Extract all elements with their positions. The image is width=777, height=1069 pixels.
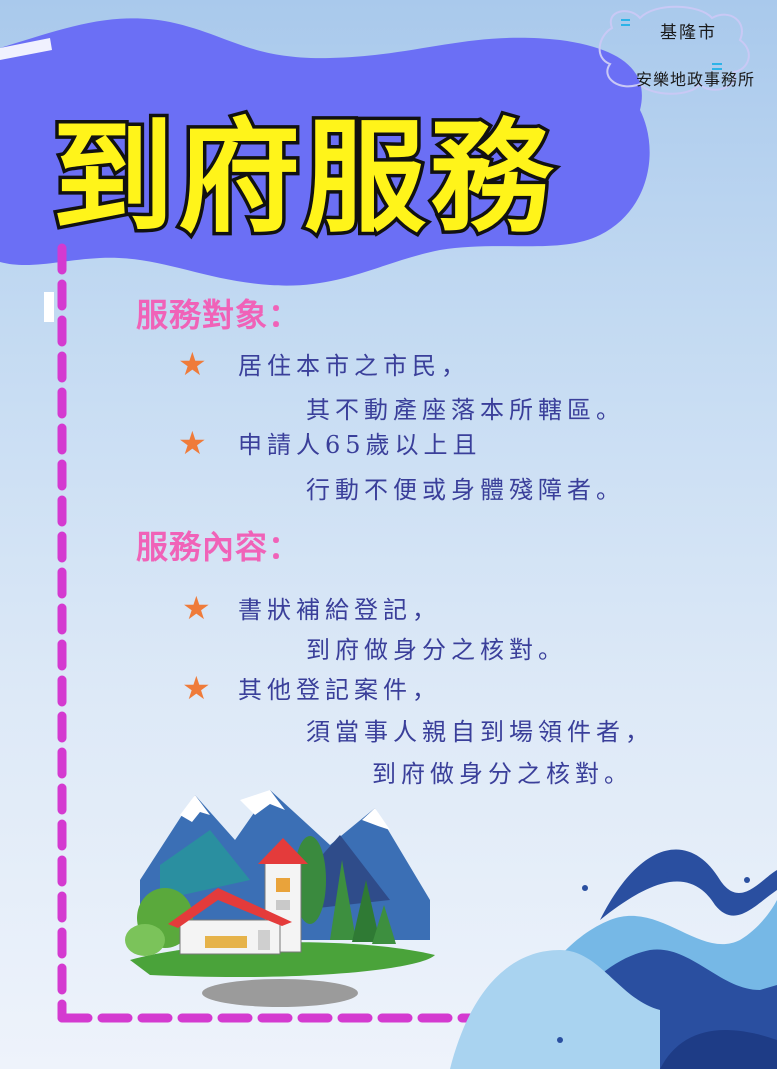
page-title-container: 到府服務: [49, 100, 672, 260]
org-name: 安樂地政事務所: [635, 70, 755, 89]
mountain-house-illustration: [125, 790, 435, 1007]
org-city: 基隆市: [660, 23, 717, 43]
item-line: 申請人65歲以上且: [238, 431, 482, 459]
item-line: 到府做身分之核對。: [372, 760, 633, 788]
star-bullet-icon: ★: [182, 589, 211, 627]
section-heading-target: 服務對象：: [136, 296, 302, 334]
item-line: 其不動產座落本所轄區。: [306, 396, 625, 424]
item-line: 居住本市之市民，: [238, 352, 470, 380]
item-line: 到府做身分之核對。: [306, 636, 567, 664]
page-title: 到府服務: [52, 107, 556, 249]
star-bullet-icon: ★: [182, 669, 211, 707]
star-bullet-icon: ★: [178, 345, 207, 383]
item-line: 書狀補給登記，: [238, 596, 441, 624]
banner-shape: [0, 18, 650, 286]
wave-decoration: [450, 849, 777, 1069]
star-bullet-icon: ★: [178, 424, 207, 462]
item-line: 其他登記案件，: [238, 676, 441, 704]
item-line: 須當事人親自到場領件者，: [306, 718, 654, 746]
section-heading-content: 服務內容：: [136, 528, 302, 566]
item-line: 行動不便或身體殘障者。: [306, 476, 625, 504]
cloud-logo-icon: [598, 5, 750, 95]
